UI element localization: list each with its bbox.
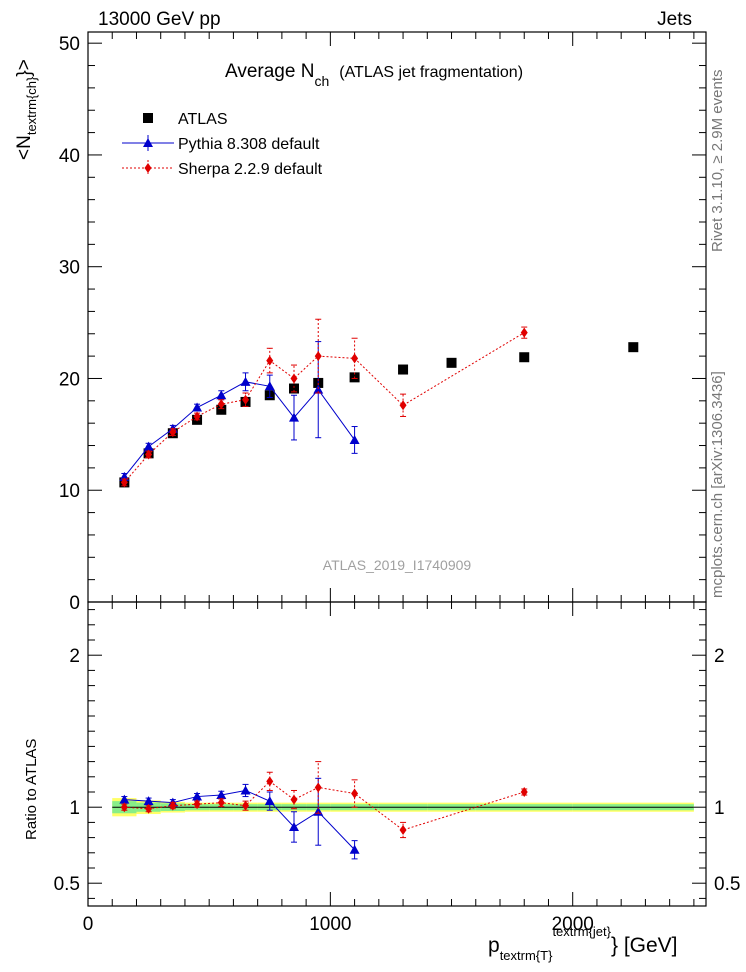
pythia-ratio-point — [119, 794, 130, 804]
y-tick-label: 30 — [59, 258, 80, 279]
sherpa-line — [123, 332, 525, 483]
ratio-tick-label-right: 0.5 — [714, 874, 740, 895]
sherpa-ratio-point — [120, 802, 128, 813]
sherpa-point — [314, 351, 322, 362]
ratio-tick-label-left: 2 — [69, 646, 80, 667]
atlas-point — [289, 383, 299, 394]
pythia-ratio-point — [143, 796, 154, 806]
sherpa-point — [193, 411, 201, 422]
pythia-ratio-line — [124, 789, 355, 851]
rivet-label: Rivet 3.1.10, ≥ 2.9M events — [709, 70, 726, 253]
y-tick-label: 20 — [59, 369, 80, 390]
legend-atlas-marker — [143, 113, 153, 123]
ratio-tick-label-right: 1 — [714, 798, 725, 819]
sherpa-point — [351, 353, 359, 364]
chart-title: Average Nch (ATLAS jet fragmentation) — [225, 61, 523, 89]
sherpa-point — [145, 449, 153, 460]
x-tick-label: 2000 — [552, 914, 594, 935]
pythia-ratio-point — [240, 785, 251, 795]
x-tick-label: 0 — [83, 914, 94, 935]
series-layer — [119, 318, 639, 860]
ratio-tick-label-left: 1 — [69, 798, 80, 819]
legend-atlas-label: ATLAS — [178, 111, 228, 128]
pythia-point — [313, 384, 324, 394]
sherpa-ratio-point — [399, 825, 407, 835]
title-sub: ch — [314, 73, 329, 89]
sherpa-ratio-point — [314, 782, 322, 793]
sherpa-ratio-point — [242, 800, 250, 811]
sherpa-point — [169, 427, 177, 438]
sherpa-ratio-point — [145, 803, 153, 814]
sherpa-point — [266, 355, 274, 366]
pythia-ratio-point — [349, 844, 360, 854]
sherpa-ratio-point — [266, 776, 274, 787]
legend-sherpa-label: Sherpa 2.2.9 default — [178, 161, 323, 178]
sherpa-point — [290, 373, 298, 384]
sherpa-point — [399, 400, 407, 411]
pythia-point — [349, 434, 360, 444]
atlas-point — [398, 364, 409, 375]
y-tick-label: 40 — [59, 146, 80, 167]
analysis-id: ATLAS_2019_I1740909 — [323, 557, 472, 573]
y-label-main: <N — [14, 135, 35, 160]
pythia-point — [143, 441, 154, 451]
atlas-point — [446, 357, 457, 368]
pythia-point — [240, 376, 251, 386]
sherpa-point — [217, 399, 225, 410]
header-left: 13000 GeV pp — [98, 9, 221, 30]
title-main: Average N — [225, 61, 314, 82]
pythia-ratio-point — [216, 790, 227, 800]
y-axis-label: <Ntextrm{ch}}> — [14, 59, 39, 160]
pythia-line — [123, 381, 355, 478]
sherpa-ratio-point — [217, 797, 225, 808]
y-tick-label: 0 — [69, 593, 80, 614]
sherpa-point — [242, 394, 250, 405]
sherpa-point — [120, 477, 128, 488]
mcplots-label: mcplots.cern.ch [arXiv:1306.3436] — [709, 371, 726, 598]
legend: ATLAS Pythia 8.308 default Sherpa 2.2.9 de… — [122, 111, 323, 178]
y-tick-label: 10 — [59, 481, 80, 502]
pythia-point — [289, 412, 299, 422]
atlas-point — [216, 404, 227, 415]
atlas-point — [519, 352, 530, 363]
x-label-unit: } [GeV] — [611, 934, 678, 957]
pythia-ratio-point — [192, 791, 203, 801]
ratio-tick-label-left: 0.5 — [54, 874, 80, 895]
ratio-plot-frame — [87, 601, 707, 907]
sherpa-ratio-point — [290, 794, 298, 805]
x-label-sup: textrm{jet} — [552, 924, 611, 939]
pythia-point — [216, 390, 227, 400]
sherpa-ratio-line — [124, 780, 525, 831]
pythia-point — [192, 402, 203, 412]
x-tick-label: 1000 — [309, 914, 351, 935]
title-suffix: (ATLAS jet fragmentation) — [339, 64, 523, 81]
header-right: Jets — [657, 9, 692, 30]
y-label-suffix: }> — [14, 59, 35, 76]
ratio-y-axis-label: Ratio to ATLAS — [23, 739, 40, 840]
x-label-sub: textrm{T} — [500, 948, 553, 963]
legend-sherpa-marker — [144, 163, 152, 173]
legend-pythia-marker — [143, 138, 153, 147]
pythia-ratio-point — [289, 821, 299, 831]
x-axis-label: ptextrm{T} textrm{jet}} [GeV] — [488, 924, 678, 963]
pythia-point — [264, 381, 275, 391]
ticks-layer: 0 1000 2000 0 10 20 30 40 50 0.5 0.5 1 1 2 2 — [54, 32, 740, 935]
y-tick-label: 50 — [59, 34, 80, 55]
y-label-sub: textrm{ch} — [24, 76, 39, 135]
pythia-ratio-point — [264, 796, 275, 806]
sherpa-ratio-point — [520, 787, 528, 797]
atlas-point — [628, 342, 639, 353]
ratio-tick-label-right: 2 — [714, 646, 725, 667]
sherpa-ratio-point — [351, 788, 359, 799]
sherpa-ratio-point — [193, 799, 201, 810]
legend-pythia-label: Pythia 8.308 default — [178, 136, 320, 153]
x-label-main: p — [488, 934, 500, 957]
sherpa-point — [520, 327, 528, 338]
sherpa-ratio-point — [169, 800, 177, 811]
